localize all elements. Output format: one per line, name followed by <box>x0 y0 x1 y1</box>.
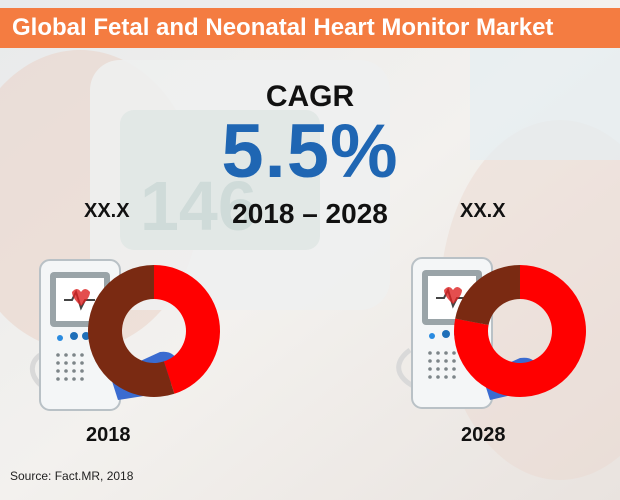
cagr-label: CAGR <box>265 80 355 113</box>
page-title: Global Fetal and Neonatal Heart Monitor … <box>0 8 620 48</box>
source-note: Source: Fact.MR, 2018 <box>10 469 134 483</box>
donut-2018-slice-0 <box>154 265 221 394</box>
year-label-2018: 2018 <box>86 424 131 446</box>
forecast-period: 2018 – 2028 <box>232 198 388 229</box>
year-label-2028: 2028 <box>461 424 506 446</box>
donut-2028-slice-0 <box>454 265 587 397</box>
svg-text:146: 146 <box>140 167 257 245</box>
donut-2028-slice-1 <box>455 265 520 326</box>
value-label-2018: XX.X <box>84 200 130 222</box>
value-label-2028: XX.X <box>460 200 506 222</box>
cagr-value: 5.5% <box>221 109 399 194</box>
donut-2018-slice-1 <box>88 265 175 397</box>
